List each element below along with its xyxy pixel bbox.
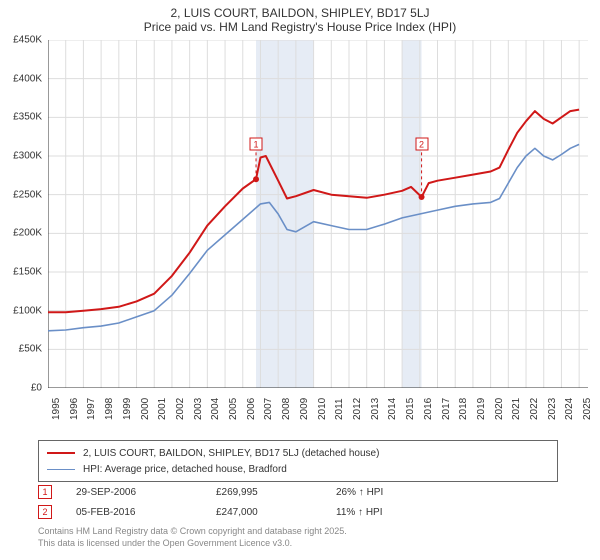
footer-line1: Contains HM Land Registry data © Crown c… xyxy=(38,526,347,538)
y-tick-label: £50K xyxy=(19,344,42,355)
sale-date: 29-SEP-2006 xyxy=(76,487,216,498)
x-tick-label: 2014 xyxy=(387,398,398,420)
y-tick-label: £0 xyxy=(31,383,42,394)
y-axis-labels: £0£50K£100K£150K£200K£250K£300K£350K£400… xyxy=(2,40,46,388)
sales-row: 1 29-SEP-2006 £269,995 26% ↑ HPI xyxy=(38,482,558,502)
x-tick-label: 1999 xyxy=(122,398,133,420)
chart-svg xyxy=(48,40,588,388)
legend-swatch-property xyxy=(47,452,75,454)
x-tick-label: 2011 xyxy=(334,398,345,420)
x-tick-label: 1995 xyxy=(51,398,62,420)
x-axis-labels: 1995 1996 1997 1998 1999 2000 2001 2002 2003 2004… xyxy=(48,390,588,440)
y-tick-label: £300K xyxy=(13,151,42,162)
x-tick-label: 2012 xyxy=(352,398,363,420)
y-tick-label: £100K xyxy=(13,305,42,316)
x-tick-label: 2019 xyxy=(476,398,487,420)
footer-line2: This data is licensed under the Open Gov… xyxy=(38,538,347,550)
legend-swatch-hpi xyxy=(47,469,75,470)
x-tick-label: 1996 xyxy=(69,398,80,420)
sale-date: 05-FEB-2016 xyxy=(76,507,216,518)
x-tick-label: 2024 xyxy=(564,398,575,420)
x-tick-label: 2000 xyxy=(140,398,151,420)
sale-hpi: 11% ↑ HPI xyxy=(336,507,456,518)
sale-hpi: 26% ↑ HPI xyxy=(336,487,456,498)
x-tick-label: 2023 xyxy=(547,398,558,420)
x-tick-label: 2001 xyxy=(157,398,168,420)
footer: Contains HM Land Registry data © Crown c… xyxy=(38,526,347,549)
legend-label: 2, LUIS COURT, BAILDON, SHIPLEY, BD17 5L… xyxy=(83,448,379,459)
legend: 2, LUIS COURT, BAILDON, SHIPLEY, BD17 5L… xyxy=(38,440,558,482)
x-tick-label: 2005 xyxy=(228,398,239,420)
x-tick-label: 2003 xyxy=(193,398,204,420)
y-tick-label: £150K xyxy=(13,267,42,278)
x-tick-label: 2025 xyxy=(582,398,593,420)
x-tick-label: 2010 xyxy=(317,398,328,420)
sales-row: 2 05-FEB-2016 £247,000 11% ↑ HPI xyxy=(38,502,558,522)
x-tick-label: 2006 xyxy=(246,398,257,420)
y-tick-label: £250K xyxy=(13,189,42,200)
x-tick-label: 2017 xyxy=(441,398,452,420)
x-tick-label: 1997 xyxy=(86,398,97,420)
sale-marker-icon: 1 xyxy=(250,138,263,151)
x-tick-label: 2020 xyxy=(494,398,505,420)
title-main: 2, LUIS COURT, BAILDON, SHIPLEY, BD17 5L… xyxy=(0,0,600,20)
y-tick-label: £200K xyxy=(13,228,42,239)
x-tick-label: 2008 xyxy=(281,398,292,420)
x-tick-label: 2021 xyxy=(511,398,522,420)
x-tick-label: 2018 xyxy=(458,398,469,420)
title-sub: Price paid vs. HM Land Registry's House … xyxy=(0,20,600,38)
chart-area: 12 xyxy=(48,40,588,388)
x-tick-label: 2002 xyxy=(175,398,186,420)
x-tick-label: 2013 xyxy=(370,398,381,420)
x-tick-label: 2009 xyxy=(299,398,310,420)
y-tick-label: £450K xyxy=(13,35,42,46)
sale-marker-icon: 1 xyxy=(38,485,52,499)
legend-item: HPI: Average price, detached house, Brad… xyxy=(47,461,549,477)
y-tick-label: £350K xyxy=(13,112,42,123)
chart-container: 2, LUIS COURT, BAILDON, SHIPLEY, BD17 5L… xyxy=(0,0,600,560)
x-tick-label: 2015 xyxy=(405,398,416,420)
x-tick-label: 1998 xyxy=(104,398,115,420)
x-tick-label: 2016 xyxy=(423,398,434,420)
sale-marker-icon: 2 xyxy=(38,505,52,519)
x-tick-label: 2004 xyxy=(210,398,221,420)
x-tick-label: 2007 xyxy=(263,398,274,420)
legend-label: HPI: Average price, detached house, Brad… xyxy=(83,464,287,475)
sale-price: £247,000 xyxy=(216,507,336,518)
sale-marker-icon: 2 xyxy=(415,138,428,151)
x-tick-label: 2022 xyxy=(529,398,540,420)
y-tick-label: £400K xyxy=(13,73,42,84)
sales-table: 1 29-SEP-2006 £269,995 26% ↑ HPI 2 05-FE… xyxy=(38,482,558,522)
legend-item: 2, LUIS COURT, BAILDON, SHIPLEY, BD17 5L… xyxy=(47,445,549,461)
sale-price: £269,995 xyxy=(216,487,336,498)
